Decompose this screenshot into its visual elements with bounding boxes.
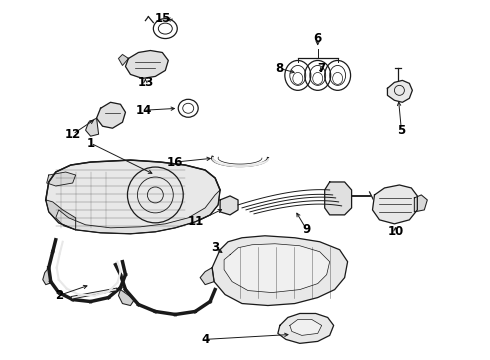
Text: 3: 3 bbox=[211, 241, 219, 254]
Polygon shape bbox=[220, 196, 238, 215]
Polygon shape bbox=[290, 319, 322, 336]
Text: 15: 15 bbox=[155, 12, 172, 25]
Polygon shape bbox=[43, 268, 52, 285]
Polygon shape bbox=[46, 200, 75, 230]
Text: 13: 13 bbox=[137, 76, 153, 89]
Polygon shape bbox=[125, 50, 168, 78]
Polygon shape bbox=[46, 160, 220, 234]
Polygon shape bbox=[86, 118, 98, 136]
Polygon shape bbox=[119, 54, 128, 66]
Polygon shape bbox=[325, 182, 352, 215]
Text: 8: 8 bbox=[276, 62, 284, 75]
Polygon shape bbox=[278, 314, 334, 343]
Text: 10: 10 bbox=[387, 225, 404, 238]
Text: 14: 14 bbox=[135, 104, 151, 117]
Text: 11: 11 bbox=[188, 215, 204, 228]
Text: 6: 6 bbox=[314, 32, 322, 45]
Text: 16: 16 bbox=[167, 156, 183, 168]
Text: 12: 12 bbox=[65, 128, 81, 141]
Polygon shape bbox=[212, 236, 347, 306]
Polygon shape bbox=[56, 190, 220, 234]
Polygon shape bbox=[200, 268, 214, 285]
Text: 9: 9 bbox=[303, 223, 311, 236]
Polygon shape bbox=[97, 102, 125, 128]
Text: 2: 2 bbox=[55, 289, 63, 302]
Polygon shape bbox=[224, 244, 330, 293]
Polygon shape bbox=[415, 195, 427, 212]
Polygon shape bbox=[119, 289, 134, 306]
Polygon shape bbox=[372, 185, 417, 224]
Text: 4: 4 bbox=[201, 333, 209, 346]
Text: 1: 1 bbox=[87, 137, 95, 150]
Polygon shape bbox=[47, 172, 75, 186]
Polygon shape bbox=[388, 80, 413, 102]
Text: 5: 5 bbox=[397, 124, 406, 137]
Text: 7: 7 bbox=[318, 62, 326, 75]
